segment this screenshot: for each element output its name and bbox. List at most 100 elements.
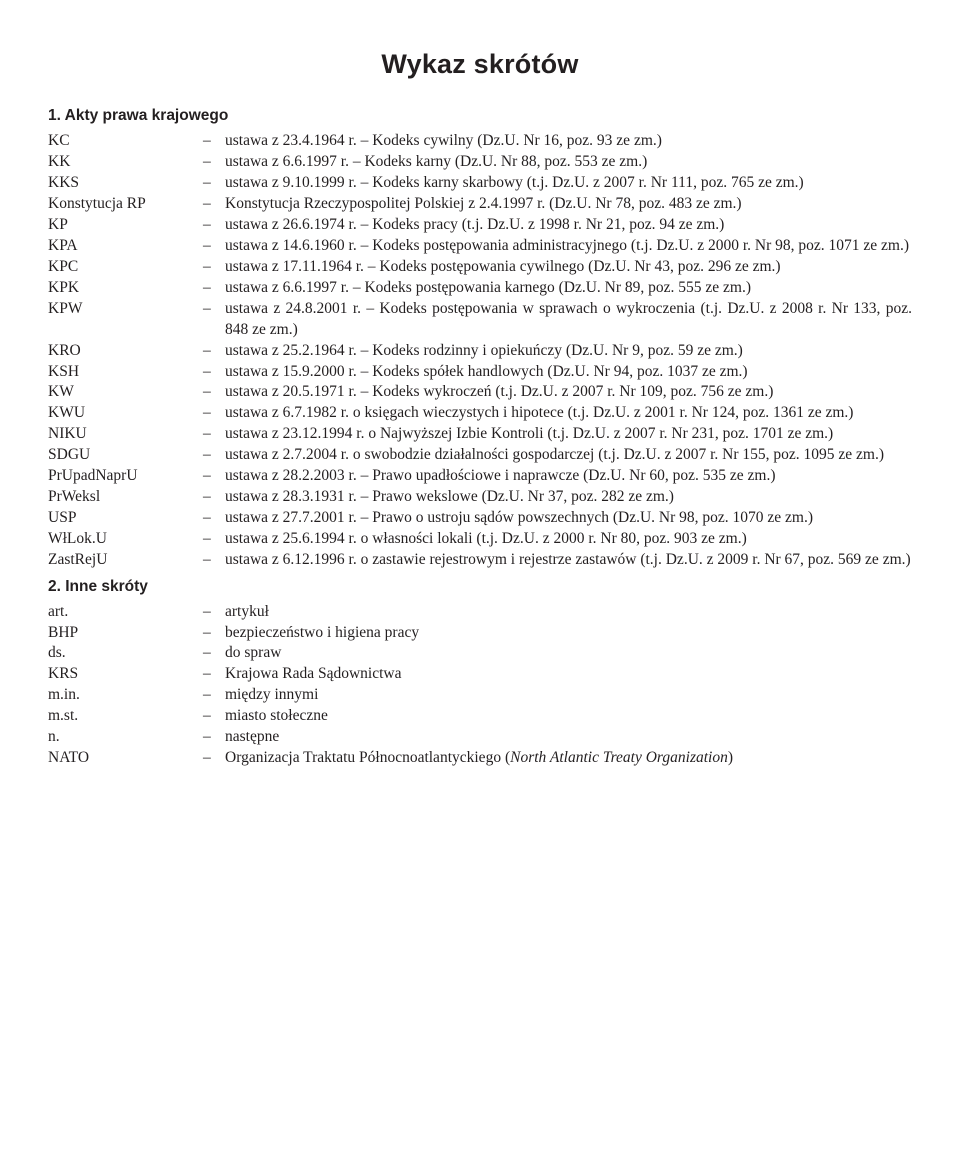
abbr-term: KKS [48, 173, 203, 194]
abbr-description: ustawa z 14.6.1960 r. – Kodeks postępowa… [225, 236, 912, 257]
dash-separator: – [203, 529, 225, 550]
abbr-entry: SDGU–ustawa z 2.7.2004 r. o swobodzie dz… [48, 445, 912, 466]
abbr-entry: n.–następne [48, 727, 912, 748]
dash-separator: – [203, 257, 225, 278]
abbr-description: ustawa z 27.7.2001 r. – Prawo o ustroju … [225, 508, 912, 529]
abbr-term: m.st. [48, 706, 203, 727]
abbr-description: ustawa z 6.6.1997 r. – Kodeks karny (Dz.… [225, 152, 912, 173]
dash-separator: – [203, 748, 225, 769]
abbr-term: USP [48, 508, 203, 529]
abbr-term: WłLok.U [48, 529, 203, 550]
dash-separator: – [203, 664, 225, 685]
abbr-term: SDGU [48, 445, 203, 466]
abbr-description: ustawa z 23.4.1964 r. – Kodeks cywilny (… [225, 131, 912, 152]
abbr-description: ustawa z 17.11.1964 r. – Kodeks postępow… [225, 257, 912, 278]
abbr-entry: KKS–ustawa z 9.10.1999 r. – Kodeks karny… [48, 173, 912, 194]
abbr-entry: NATO–Organizacja Traktatu Północnoatlant… [48, 748, 912, 769]
abbr-description: ustawa z 28.2.2003 r. – Prawo upadłościo… [225, 466, 912, 487]
abbr-term: Konstytucja RP [48, 194, 203, 215]
abbr-term: KRS [48, 664, 203, 685]
abbr-description: ustawa z 24.8.2001 r. – Kodeks postępowa… [225, 299, 912, 341]
abbr-entry: KRO–ustawa z 25.2.1964 r. – Kodeks rodzi… [48, 341, 912, 362]
dash-separator: – [203, 236, 225, 257]
abbr-term: KW [48, 382, 203, 403]
abbr-entry: KPC–ustawa z 17.11.1964 r. – Kodeks post… [48, 257, 912, 278]
abbr-entry: m.in.–między innymi [48, 685, 912, 706]
abbr-entry: BHP–bezpieczeństwo i higiena pracy [48, 623, 912, 644]
abbr-entry: KPW–ustawa z 24.8.2001 r. – Kodeks postę… [48, 299, 912, 341]
abbr-entry: KRS–Krajowa Rada Sądownictwa [48, 664, 912, 685]
dash-separator: – [203, 173, 225, 194]
abbr-description: artykuł [225, 602, 912, 623]
abbr-term: ZastRejU [48, 550, 203, 571]
abbr-description: ustawa z 6.7.1982 r. o księgach wieczyst… [225, 403, 912, 424]
dash-separator: – [203, 278, 225, 299]
abbr-entry: art.–artykuł [48, 602, 912, 623]
dash-separator: – [203, 602, 225, 623]
abbr-term: KRO [48, 341, 203, 362]
abbr-term: art. [48, 602, 203, 623]
abbr-description: ustawa z 6.12.1996 r. o zastawie rejestr… [225, 550, 912, 571]
abbr-entry: KP–ustawa z 26.6.1974 r. – Kodeks pracy … [48, 215, 912, 236]
abbr-entry: NIKU–ustawa z 23.12.1994 r. o Najwyższej… [48, 424, 912, 445]
dash-separator: – [203, 508, 225, 529]
abbr-term: n. [48, 727, 203, 748]
abbr-entry: ds.–do spraw [48, 643, 912, 664]
abbr-description: ustawa z 26.6.1974 r. – Kodeks pracy (t.… [225, 215, 912, 236]
abbr-description: ustawa z 25.2.1964 r. – Kodeks rodzinny … [225, 341, 912, 362]
dash-separator: – [203, 445, 225, 466]
abbr-entry: KPA–ustawa z 14.6.1960 r. – Kodeks postę… [48, 236, 912, 257]
abbr-description: miasto stołeczne [225, 706, 912, 727]
abbr-term: BHP [48, 623, 203, 644]
abbr-entry: USP–ustawa z 27.7.2001 r. – Prawo o ustr… [48, 508, 912, 529]
abbr-description: ustawa z 25.6.1994 r. o własności lokali… [225, 529, 912, 550]
abbr-description: ustawa z 9.10.1999 r. – Kodeks karny ska… [225, 173, 912, 194]
abbr-entry: KW–ustawa z 20.5.1971 r. – Kodeks wykroc… [48, 382, 912, 403]
abbr-entry: KSH–ustawa z 15.9.2000 r. – Kodeks spółe… [48, 362, 912, 383]
section-heading: 2. Inne skróty [48, 577, 912, 598]
page-title: Wykaz skrótów [48, 46, 912, 82]
abbr-term: NATO [48, 748, 203, 769]
section-heading: 1. Akty prawa krajowego [48, 106, 912, 127]
dash-separator: – [203, 727, 225, 748]
abbr-description: ustawa z 23.12.1994 r. o Najwyższej Izbi… [225, 424, 912, 445]
dash-separator: – [203, 131, 225, 152]
dash-separator: – [203, 550, 225, 571]
abbr-term: KC [48, 131, 203, 152]
abbr-description: Konstytucja Rzeczypospolitej Polskiej z … [225, 194, 912, 215]
abbr-entry: KPK–ustawa z 6.6.1997 r. – Kodeks postęp… [48, 278, 912, 299]
abbr-entry: m.st.–miasto stołeczne [48, 706, 912, 727]
abbr-description: do spraw [225, 643, 912, 664]
dash-separator: – [203, 299, 225, 320]
abbr-term: KPA [48, 236, 203, 257]
abbr-term: KWU [48, 403, 203, 424]
dash-separator: – [203, 706, 225, 727]
abbr-entry: WłLok.U–ustawa z 25.6.1994 r. o własnośc… [48, 529, 912, 550]
dash-separator: – [203, 623, 225, 644]
abbr-description: ustawa z 28.3.1931 r. – Prawo wekslowe (… [225, 487, 912, 508]
dash-separator: – [203, 685, 225, 706]
dash-separator: – [203, 487, 225, 508]
abbr-entry: KWU–ustawa z 6.7.1982 r. o księgach wiec… [48, 403, 912, 424]
abbr-description: ustawa z 2.7.2004 r. o swobodzie działal… [225, 445, 912, 466]
dash-separator: – [203, 194, 225, 215]
abbr-entry: Konstytucja RP–Konstytucja Rzeczypospoli… [48, 194, 912, 215]
abbr-description: Krajowa Rada Sądownictwa [225, 664, 912, 685]
abbr-description: ustawa z 20.5.1971 r. – Kodeks wykroczeń… [225, 382, 912, 403]
abbr-term: ds. [48, 643, 203, 664]
abbr-description: ustawa z 15.9.2000 r. – Kodeks spółek ha… [225, 362, 912, 383]
abbr-description: Organizacja Traktatu Północnoatlantyckie… [225, 748, 912, 769]
dash-separator: – [203, 643, 225, 664]
abbr-description: następne [225, 727, 912, 748]
abbr-description: ustawa z 6.6.1997 r. – Kodeks postępowan… [225, 278, 912, 299]
abbr-term: PrUpadNaprU [48, 466, 203, 487]
dash-separator: – [203, 341, 225, 362]
dash-separator: – [203, 362, 225, 383]
abbr-term: PrWeksl [48, 487, 203, 508]
abbr-entry: KC–ustawa z 23.4.1964 r. – Kodeks cywiln… [48, 131, 912, 152]
abbr-term: NIKU [48, 424, 203, 445]
dash-separator: – [203, 466, 225, 487]
abbr-entry: PrWeksl–ustawa z 28.3.1931 r. – Prawo we… [48, 487, 912, 508]
abbr-entry: KK–ustawa z 6.6.1997 r. – Kodeks karny (… [48, 152, 912, 173]
dash-separator: – [203, 424, 225, 445]
